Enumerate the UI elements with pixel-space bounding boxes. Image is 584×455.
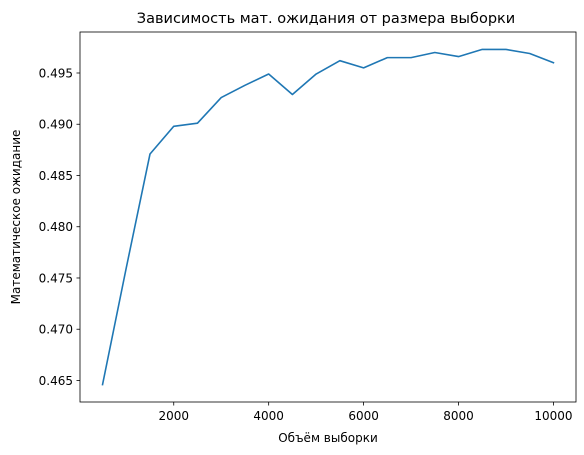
y-tick-label: 0.480: [39, 220, 73, 234]
y-tick-label: 0.485: [39, 169, 73, 183]
y-tick-label: 0.465: [39, 374, 73, 388]
y-tick-label: 0.495: [39, 66, 73, 80]
x-axis-label: Объём выборки: [278, 431, 378, 445]
series-line: [103, 49, 554, 384]
x-tick-label: 10000: [534, 409, 572, 423]
plot-frame: [80, 32, 576, 402]
chart-title: Зависимость мат. ожидания от размера выб…: [137, 11, 515, 27]
plot-content: [103, 49, 554, 384]
y-tick-label: 0.475: [39, 271, 73, 285]
y-axis-label: Математическое ожидание: [9, 130, 23, 305]
x-tick-label: 6000: [348, 409, 379, 423]
x-tick-label: 2000: [158, 409, 189, 423]
x-tick-label: 8000: [443, 409, 474, 423]
x-axis-ticks: 2000 4000 6000 8000 10000: [158, 402, 572, 423]
y-tick-label: 0.470: [39, 323, 73, 337]
y-tick-label: 0.490: [39, 118, 73, 132]
x-tick-label: 4000: [253, 409, 284, 423]
y-axis-ticks: 0.465 0.470 0.475 0.480 0.485 0.490 0.495: [39, 66, 80, 387]
